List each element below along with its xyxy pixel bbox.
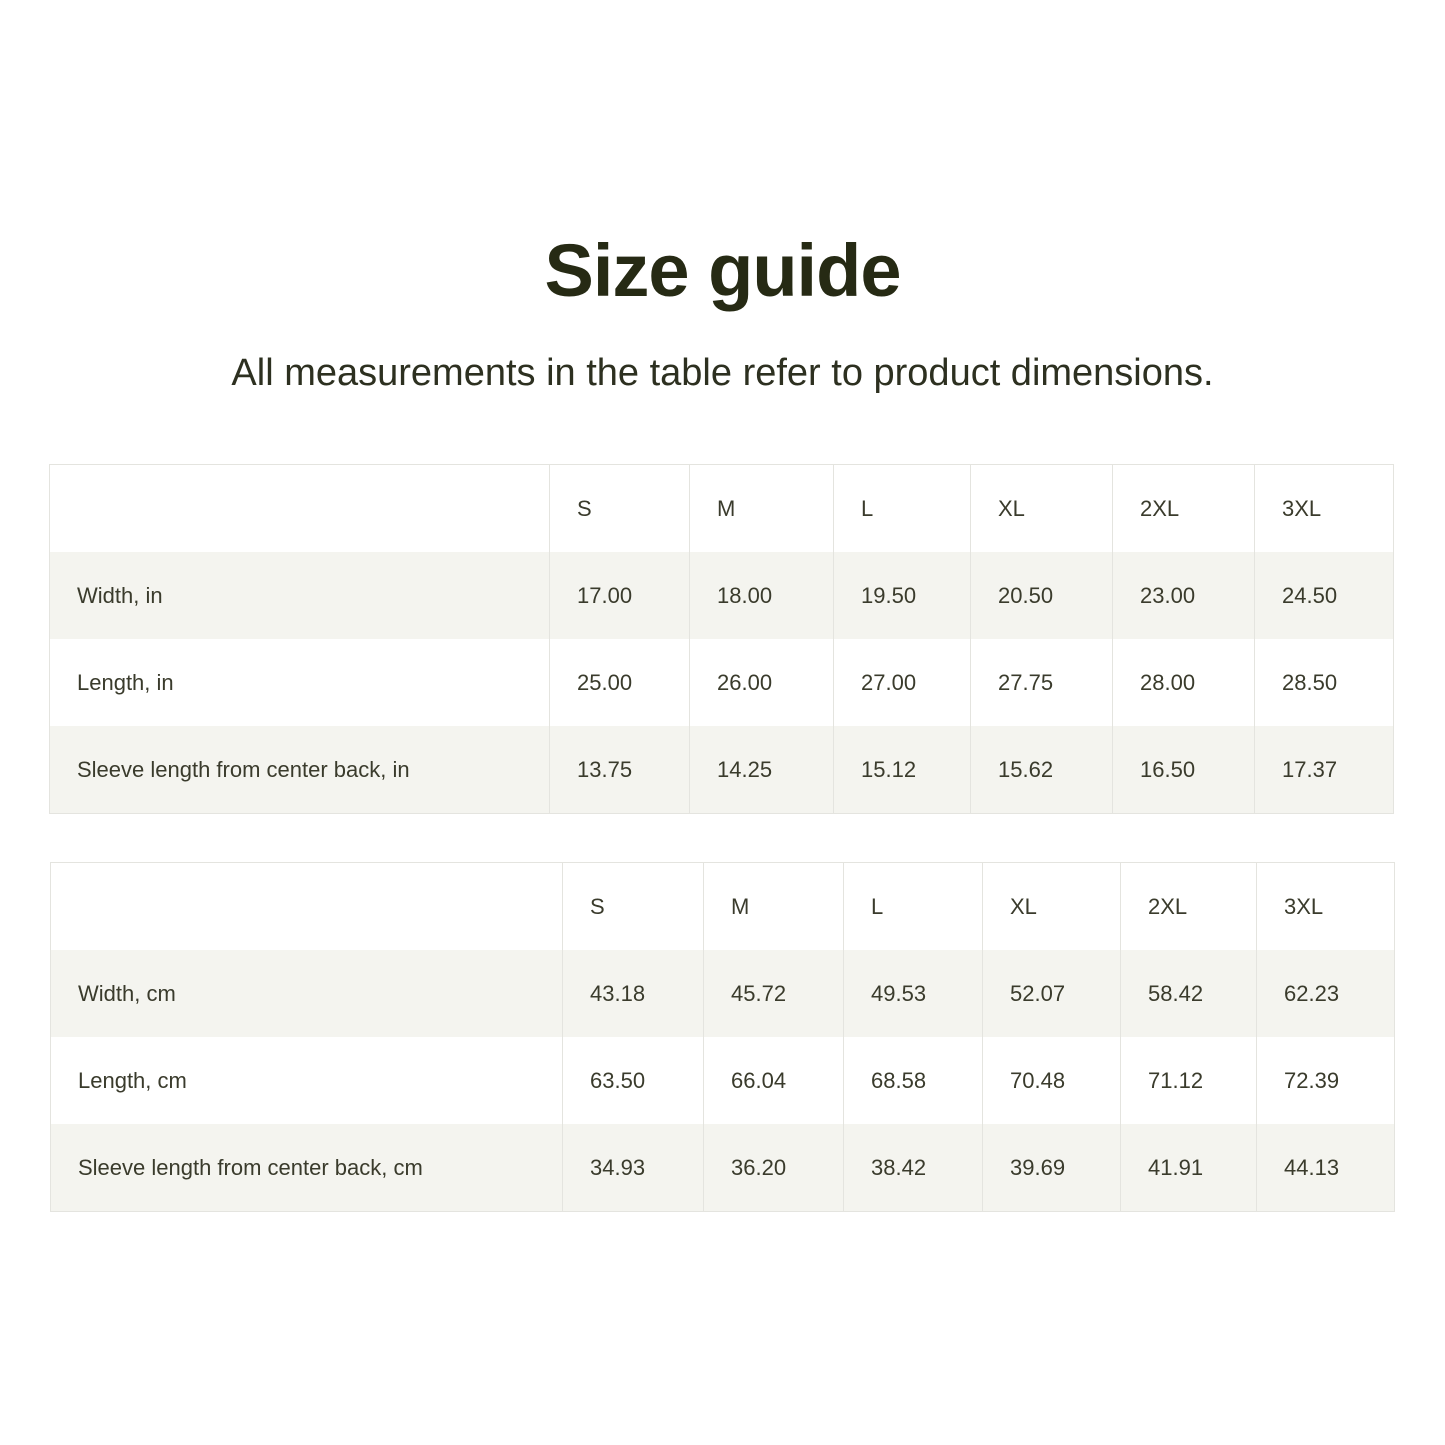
header-row: S M L XL 2XL 3XL — [51, 862, 1395, 951]
measurement-cell: 28.00 — [1112, 639, 1255, 726]
row-label: Sleeve length from center back, in — [49, 726, 550, 814]
measurement-cell: 17.00 — [549, 552, 690, 639]
size-header-cell: M — [689, 464, 834, 552]
table-row: Sleeve length from center back, cm 34.93 3… — [50, 1124, 1395, 1212]
measurement-cell: 43.18 — [562, 950, 704, 1037]
table-row: Length, in 25.00 26.00 27.00 27.75 28.00 28.50 — [50, 639, 1394, 726]
measurement-cell: 63.50 — [562, 1037, 704, 1124]
header-corner-cell — [50, 465, 550, 553]
measurement-cell: 41.91 — [1120, 1124, 1257, 1212]
size-header-cell: S — [549, 464, 690, 552]
measurement-cell: 15.62 — [970, 726, 1113, 814]
page-title: Size guide — [544, 229, 902, 312]
row-label: Width, in — [49, 552, 550, 639]
measurement-cell: 38.42 — [843, 1124, 983, 1212]
size-header-cell: XL — [982, 862, 1121, 950]
measurement-cell: 20.50 — [970, 552, 1113, 639]
row-label: Sleeve length from center back, cm — [50, 1124, 563, 1212]
row-label: Width, cm — [50, 950, 563, 1037]
size-header-cell: 3XL — [1254, 464, 1394, 552]
measurement-cell: 39.69 — [982, 1124, 1121, 1212]
size-header-cell: 2XL — [1112, 464, 1255, 552]
measurement-cell: 36.20 — [703, 1124, 844, 1212]
size-header-cell: XL — [970, 464, 1113, 552]
measurement-cell: 13.75 — [549, 726, 690, 814]
measurement-cell: 23.00 — [1112, 552, 1255, 639]
row-label: Length, cm — [78, 1067, 187, 1093]
measurement-cell: 58.42 — [1120, 950, 1257, 1037]
size-header-cell: L — [843, 862, 983, 950]
measurement-cell: 15.12 — [833, 726, 971, 814]
measurement-cell: 17.37 — [1254, 726, 1394, 814]
measurement-cell: 71.12 — [1120, 1037, 1257, 1124]
header-corner-cell — [51, 863, 563, 951]
page-subtitle: All measurements in the table refer to p… — [231, 352, 1214, 394]
table-row: Width, in 17.00 18.00 19.50 20.50 23.00 24.50 — [49, 552, 1394, 639]
measurement-cell: 14.25 — [689, 726, 834, 814]
measurement-cell: 66.04 — [703, 1037, 844, 1124]
measurement-cell: 70.48 — [982, 1037, 1121, 1124]
measurement-cell: 24.50 — [1254, 552, 1394, 639]
table-row: Width, cm 43.18 45.72 49.53 52.07 58.42 62.23 — [50, 950, 1395, 1037]
size-table-inches: S M L XL 2XL 3XL Width, in 17.00 18.00 19.50 20.50… — [49, 464, 1394, 814]
size-table-centimeters: S M L XL 2XL 3XL Width, cm 43.18 45.72 49.53 52.07… — [50, 862, 1395, 1212]
table-row: Length, cm 63.50 66.04 68.58 70.48 71.12 72.39 — [51, 1037, 1395, 1124]
size-header-cell: 2XL — [1120, 862, 1257, 950]
measurement-cell: 19.50 — [833, 552, 971, 639]
table-row: Sleeve length from center back, in 13.75 1… — [49, 726, 1394, 814]
measurement-cell: 26.00 — [689, 639, 834, 726]
measurement-cell: 45.72 — [703, 950, 844, 1037]
measurement-cell: 27.00 — [833, 639, 971, 726]
size-header-cell: 3XL — [1256, 862, 1395, 950]
measurement-cell: 62.23 — [1256, 950, 1395, 1037]
measurement-cell: 27.75 — [970, 639, 1113, 726]
size-header-cell: L — [833, 464, 971, 552]
measurement-cell: 25.00 — [549, 639, 690, 726]
measurement-cell: 49.53 — [843, 950, 983, 1037]
measurement-cell: 68.58 — [843, 1037, 983, 1124]
size-header-cell: S — [562, 862, 704, 950]
size-header-cell: M — [703, 862, 844, 950]
measurement-cell: 72.39 — [1256, 1037, 1395, 1124]
measurement-cell: 34.93 — [562, 1124, 704, 1212]
measurement-cell: 18.00 — [689, 552, 834, 639]
header-row: S M L XL 2XL 3XL — [50, 464, 1394, 553]
measurement-cell: 16.50 — [1112, 726, 1255, 814]
measurement-cell: 52.07 — [982, 950, 1121, 1037]
row-label: Length, in — [77, 669, 174, 695]
measurement-cell: 28.50 — [1254, 639, 1394, 726]
measurement-cell: 44.13 — [1256, 1124, 1395, 1212]
